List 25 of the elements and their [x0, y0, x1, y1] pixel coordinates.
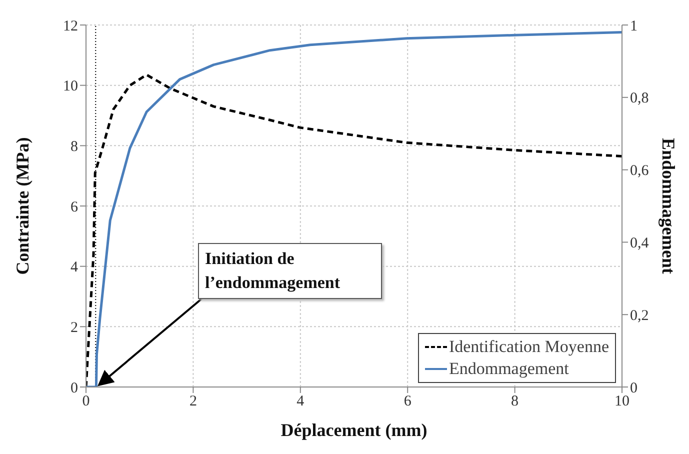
x-tick-label: 2: [189, 394, 197, 410]
annotation: Initiation de l’endommagement: [198, 243, 382, 299]
y-axis-title: Contrainte (MPa): [12, 137, 32, 275]
y-tick-label: 8: [70, 138, 78, 155]
y-tick-label: 12: [63, 18, 78, 34]
y2-tick-label: 0,8: [630, 90, 649, 107]
x-tick-label: 4: [296, 394, 305, 410]
y-tick-label: 0: [70, 380, 78, 396]
y-tick-label: 4: [70, 260, 78, 276]
x-tick-label: 6: [404, 394, 412, 410]
x-tick-label: 10: [614, 394, 630, 410]
legend-label: Identification Moyenne: [448, 336, 609, 358]
legend-label: Endommagement: [448, 358, 569, 380]
y2-tick-label: 0,4: [630, 236, 650, 252]
x-axis-title: Déplacement (mm): [280, 420, 428, 440]
y2-tick-label: 0: [630, 380, 638, 396]
x-tick-label: 0: [82, 394, 90, 410]
y-tick-label: 2: [70, 320, 78, 336]
y2-tick-label: 1: [630, 18, 638, 34]
y-tick-label: 6: [70, 199, 78, 216]
y-tick-label: 10: [63, 78, 78, 95]
y2-tick-label: 0,2: [630, 308, 649, 324]
x-tick-label: 8: [511, 394, 519, 410]
y2-tick-label: 0,6: [630, 163, 650, 180]
y2-axis-title: Endommagement: [658, 138, 679, 274]
